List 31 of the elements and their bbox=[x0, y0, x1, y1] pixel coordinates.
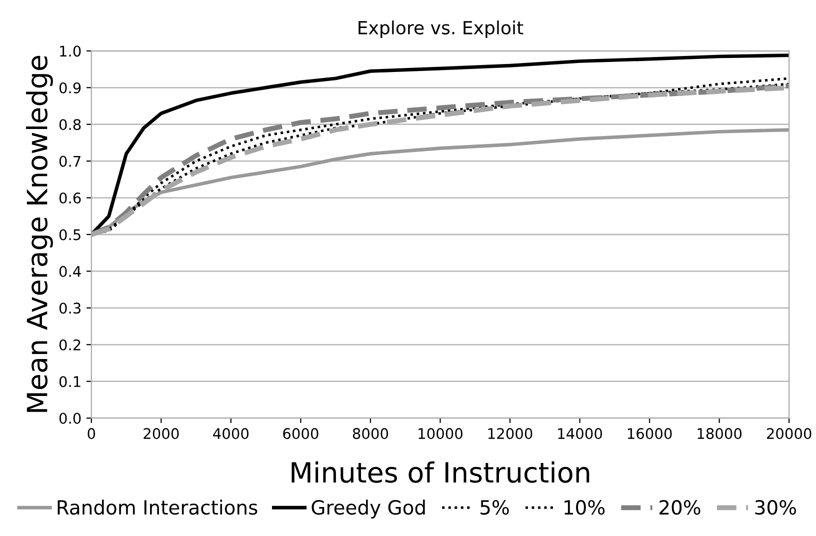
y-tick-label: 0.6 bbox=[59, 192, 81, 204]
y-axis-title: Mean Average Knowledge bbox=[26, 56, 53, 412]
y-tick-label: 0.5 bbox=[59, 229, 80, 240]
x-tick-label: 4000 bbox=[213, 428, 249, 440]
legend-label: 20% bbox=[660, 500, 700, 515]
x-tick-label: 6000 bbox=[283, 428, 318, 440]
y-tick-label: 0.0 bbox=[59, 412, 81, 424]
legend-label: 10% bbox=[564, 500, 605, 515]
y-tick-label: 0.4 bbox=[59, 266, 81, 277]
x-tick-label: 20000 bbox=[766, 428, 812, 440]
legend-label: Random Interactions bbox=[58, 500, 258, 515]
x-tick-label: 12000 bbox=[488, 428, 532, 440]
x-tick-label: 0 bbox=[88, 428, 96, 440]
legend-label: Greedy God bbox=[312, 500, 425, 518]
chart-title: Explore vs. Exploit bbox=[358, 20, 524, 38]
y-tick-label: 0.2 bbox=[59, 339, 80, 350]
x-tick-label: 8000 bbox=[352, 428, 388, 440]
y-tick-label: 0.3 bbox=[59, 302, 80, 314]
y-tick-label: 0.8 bbox=[59, 119, 81, 130]
legend-label: 30% bbox=[755, 500, 796, 515]
x-axis-title: Minutes of Instruction bbox=[292, 461, 590, 483]
y-tick-label: 0.1 bbox=[59, 376, 80, 388]
y-tick-label: 0.9 bbox=[59, 82, 81, 94]
x-tick-label: 14000 bbox=[558, 428, 602, 440]
x-tick-label: 10000 bbox=[418, 428, 462, 440]
y-tick-label: 1.0 bbox=[60, 46, 81, 57]
x-tick-label: 18000 bbox=[698, 428, 742, 440]
x-tick-label: 2000 bbox=[144, 428, 179, 440]
legend-label: 5% bbox=[480, 500, 509, 515]
x-tick-label: 16000 bbox=[628, 428, 672, 440]
y-tick-label: 0.7 bbox=[59, 156, 80, 167]
